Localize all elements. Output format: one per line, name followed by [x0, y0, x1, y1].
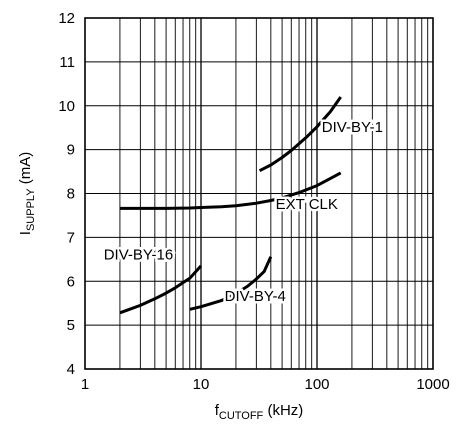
y-tick-label: 10 [58, 98, 75, 115]
series-label-ext-clk: EXT CLK [276, 196, 338, 213]
series-label-div-by-1: DIV-BY-1 [322, 119, 383, 136]
series-line-div-by-16 [119, 264, 203, 315]
x-axis-title: fCUTOFF (kHz) [215, 402, 304, 422]
series-line-div-by-1 [258, 96, 342, 173]
x-axis-title-sub: CUTOFF [219, 410, 264, 422]
y-tick-label: 8 [67, 186, 75, 203]
grid-layer [85, 18, 433, 369]
series-layer [119, 96, 342, 315]
y-axis-title: ISUPPLY (mA) [17, 152, 37, 235]
series-label-div-by-16: DIV-BY-16 [104, 246, 174, 263]
y-axis-title-main: I [17, 231, 34, 235]
y-tick-label: 4 [67, 361, 75, 378]
plot-frame [84, 17, 434, 370]
y-tick-label: 5 [67, 317, 75, 334]
series-label-layer: DIV-BY-1 EXT CLK DIV-BY-16 DIV-BY-4 [101, 117, 385, 308]
x-tick-label: 1000 [416, 376, 449, 393]
y-axis-title-unit: (mA) [17, 152, 34, 189]
tick-label-layer: 1 10 100 1000 4 5 6 7 8 9 10 11 12 [58, 10, 449, 393]
series-line-div-by-4 [189, 256, 273, 311]
y-tick-label: 11 [59, 54, 75, 71]
x-tick-label: 100 [304, 376, 329, 393]
x-tick-label: 1 [81, 376, 89, 393]
x-tick-label: 10 [193, 376, 210, 393]
series-label-div-by-4: DIV-BY-4 [225, 288, 286, 305]
x-axis-title-main: f [215, 402, 220, 419]
y-tick-label: 6 [67, 273, 75, 290]
y-tick-label: 12 [58, 10, 75, 27]
y-axis-title-sub: SUPPLY [25, 188, 37, 231]
x-axis-title-unit: (kHz) [263, 402, 303, 419]
series-line-ext-clk [119, 171, 342, 210]
y-tick-label: 7 [67, 229, 75, 246]
y-tick-label: 9 [67, 142, 75, 159]
